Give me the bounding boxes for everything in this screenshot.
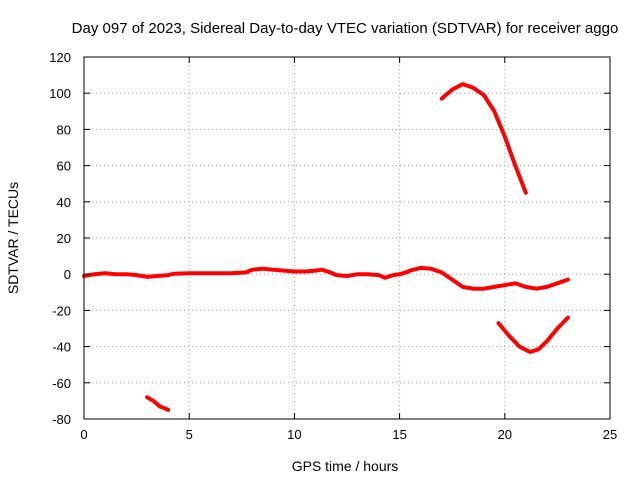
series-lower-arc bbox=[496, 315, 570, 354]
x-tick-label: 10 bbox=[287, 427, 301, 442]
y-tick-label: -20 bbox=[52, 303, 71, 318]
axis-ticks: 0 5 10 15 20 25 -80 -60 -40 -20 0 20 40 60 80 100 120 bbox=[49, 50, 617, 442]
y-tick-label: 0 bbox=[64, 267, 71, 282]
y-tick-label: -60 bbox=[52, 376, 71, 391]
y-tick-label: 40 bbox=[57, 195, 71, 210]
gridlines bbox=[84, 57, 610, 419]
x-axis-label: GPS time / hours bbox=[292, 458, 399, 474]
x-tick-label: 25 bbox=[603, 427, 617, 442]
x-tick-label: 5 bbox=[186, 427, 193, 442]
y-tick-label: 100 bbox=[49, 86, 71, 101]
series-lower-left-segment bbox=[145, 395, 171, 412]
x-tick-label: 0 bbox=[80, 427, 87, 442]
x-tick-label: 15 bbox=[392, 427, 406, 442]
data-series bbox=[82, 82, 570, 412]
series-main-trace bbox=[82, 265, 570, 291]
chart-title: Day 097 of 2023, Sidereal Day-to-day VTE… bbox=[72, 20, 619, 37]
series-upper-arc bbox=[439, 82, 528, 195]
y-tick-label: 20 bbox=[57, 231, 71, 246]
y-tick-label: -40 bbox=[52, 340, 71, 355]
plot-frame bbox=[83, 56, 611, 420]
y-tick-label: 60 bbox=[57, 159, 71, 174]
y-tick-label: 120 bbox=[49, 50, 71, 65]
x-tick-label: 20 bbox=[498, 427, 512, 442]
y-axis-label: SDTVAR / TECUs bbox=[5, 182, 21, 294]
y-tick-label: -80 bbox=[52, 412, 71, 427]
y-tick-label: 80 bbox=[57, 122, 71, 137]
